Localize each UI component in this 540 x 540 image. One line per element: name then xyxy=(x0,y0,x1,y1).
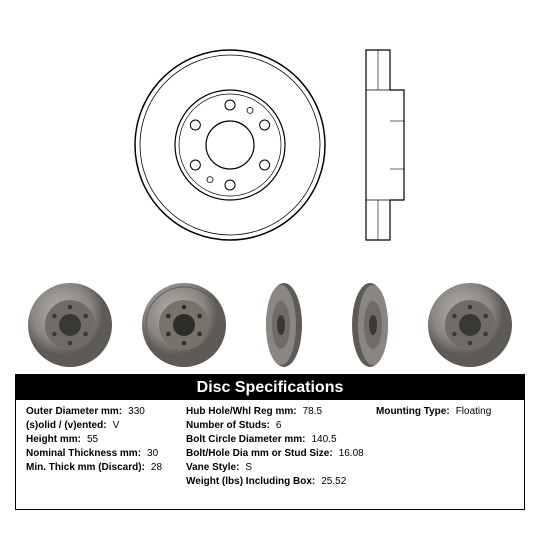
spec-row: Mounting Type: Floating xyxy=(376,406,520,417)
spec-label: Min. Thick mm (Discard): xyxy=(26,462,145,473)
spec-label: Nominal Thickness mm: xyxy=(26,448,141,459)
spec-label: Vane Style: xyxy=(186,462,239,473)
photo-front-1 xyxy=(26,281,114,369)
spec-row: Outer Diameter mm: 330 xyxy=(26,406,180,417)
side-view-drawing xyxy=(360,45,410,245)
photo-edge-1 xyxy=(254,281,314,369)
spec-row: (s)olid / (v)ented: V xyxy=(26,420,180,431)
spec-label: Outer Diameter mm: xyxy=(26,406,122,417)
spec-label: Bolt/Hole Dia mm or Stud Size: xyxy=(186,448,333,459)
spec-row: Nominal Thickness mm: 30 xyxy=(26,448,180,459)
spec-value: 28 xyxy=(151,462,162,473)
spec-value: 16.08 xyxy=(339,448,364,459)
spec-row: Number of Studs: 6 xyxy=(186,420,370,431)
spec-col-1: Outer Diameter mm: 330 (s)olid / (v)ented… xyxy=(20,406,180,503)
spec-row: Bolt Circle Diameter mm: 140.5 xyxy=(186,434,370,445)
spec-value: 330 xyxy=(128,406,145,417)
spec-value: V xyxy=(113,420,120,431)
spec-table: Outer Diameter mm: 330 (s)olid / (v)ented… xyxy=(15,400,525,510)
spec-row: Min. Thick mm (Discard): 28 xyxy=(26,462,180,473)
spec-label: Weight (lbs) Including Box: xyxy=(186,476,315,487)
front-view-drawing xyxy=(130,45,330,245)
spec-value: 55 xyxy=(87,434,98,445)
spec-row: Hub Hole/Whl Reg mm: 78.5 xyxy=(186,406,370,417)
product-photo-row xyxy=(0,280,540,370)
spec-row: Height mm: 55 xyxy=(26,434,180,445)
spec-col-2: Hub Hole/Whl Reg mm: 78.5 Number of Studs… xyxy=(180,406,370,503)
spec-value: 6 xyxy=(276,420,282,431)
spec-label: Hub Hole/Whl Reg mm: xyxy=(186,406,297,417)
spec-row: Weight (lbs) Including Box: 25.52 xyxy=(186,476,370,487)
spec-row: Vane Style: S xyxy=(186,462,370,473)
technical-drawing xyxy=(0,30,540,260)
spec-row: Bolt/Hole Dia mm or Stud Size: 16.08 xyxy=(186,448,370,459)
photo-edge-2 xyxy=(340,281,400,369)
spec-label: Bolt Circle Diameter mm: xyxy=(186,434,305,445)
spec-col-3: Mounting Type: Floating xyxy=(370,406,520,503)
spec-value: Floating xyxy=(456,406,492,417)
spec-label: Number of Studs: xyxy=(186,420,270,431)
spec-value: 30 xyxy=(147,448,158,459)
spec-title-bar: Disc Specifications xyxy=(15,374,525,400)
product-sheet: Disc Specifications Outer Diameter mm: 33… xyxy=(0,0,540,540)
spec-value: 140.5 xyxy=(311,434,336,445)
spec-value: S xyxy=(245,462,252,473)
spec-value: 25.52 xyxy=(321,476,346,487)
photo-back xyxy=(140,281,228,369)
spec-label: Height mm: xyxy=(26,434,81,445)
spec-label: Mounting Type: xyxy=(376,406,450,417)
spec-label: (s)olid / (v)ented: xyxy=(26,420,107,431)
photo-front-2 xyxy=(426,281,514,369)
spec-value: 78.5 xyxy=(303,406,322,417)
